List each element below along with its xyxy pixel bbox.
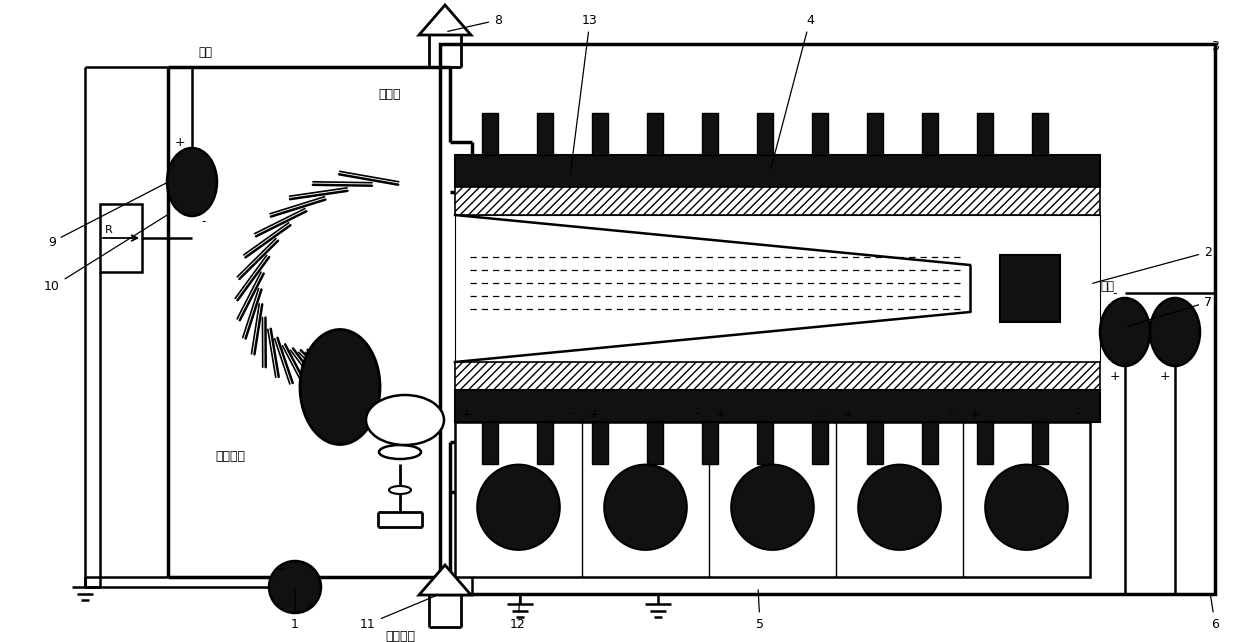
Bar — [812, 422, 828, 464]
Bar — [440, 44, 1215, 594]
Ellipse shape — [269, 561, 321, 613]
Polygon shape — [419, 565, 471, 595]
Ellipse shape — [986, 465, 1068, 550]
Bar — [455, 390, 1100, 422]
Bar — [923, 422, 937, 464]
Text: 11: 11 — [360, 595, 438, 630]
Text: +: + — [461, 408, 472, 421]
Bar — [537, 113, 553, 155]
Bar — [812, 113, 828, 155]
Text: R: R — [105, 225, 113, 235]
Text: +: + — [715, 408, 727, 421]
Text: -: - — [822, 408, 826, 421]
Text: 7: 7 — [1127, 295, 1211, 326]
Text: 6: 6 — [1210, 594, 1219, 630]
Text: 4: 4 — [771, 13, 813, 169]
Text: 水冷: 水冷 — [1100, 281, 1114, 293]
Bar — [1032, 113, 1048, 155]
Text: -: - — [568, 408, 572, 421]
Text: +: + — [175, 135, 185, 148]
Text: 13: 13 — [570, 13, 598, 174]
Text: 5: 5 — [756, 590, 764, 630]
Bar — [482, 422, 498, 464]
Bar — [867, 113, 883, 155]
Bar — [100, 204, 143, 272]
Text: 12: 12 — [510, 597, 526, 630]
Bar — [867, 422, 883, 464]
Polygon shape — [419, 5, 471, 35]
Text: +: + — [275, 562, 286, 575]
Bar — [999, 255, 1060, 322]
Ellipse shape — [1100, 298, 1149, 366]
Text: 反应气体: 反应气体 — [384, 630, 415, 642]
Text: -: - — [694, 408, 699, 421]
Bar — [1032, 422, 1048, 464]
Ellipse shape — [732, 465, 813, 550]
Bar — [647, 422, 663, 464]
Bar — [455, 362, 1100, 390]
Text: 1: 1 — [291, 590, 299, 630]
Bar — [923, 113, 937, 155]
Text: +: + — [589, 408, 599, 421]
Bar — [455, 187, 1100, 215]
Bar — [756, 113, 773, 155]
Ellipse shape — [167, 148, 217, 216]
Bar — [977, 113, 993, 155]
Text: 9: 9 — [48, 181, 170, 248]
Bar — [702, 422, 718, 464]
Bar — [591, 113, 608, 155]
Bar — [455, 155, 1100, 187]
Text: 抛真空: 抛真空 — [378, 89, 402, 101]
Text: -: - — [949, 408, 954, 421]
Bar — [537, 422, 553, 464]
Text: 10: 10 — [45, 214, 170, 293]
Bar — [702, 113, 718, 155]
Text: +: + — [843, 408, 853, 421]
Text: 2: 2 — [1092, 245, 1211, 283]
Text: +: + — [970, 408, 981, 421]
Bar — [756, 422, 773, 464]
Ellipse shape — [300, 329, 379, 444]
Text: 8: 8 — [448, 13, 502, 31]
Bar — [482, 113, 498, 155]
Text: +: + — [1110, 370, 1120, 383]
Bar — [455, 422, 1090, 577]
Text: 基体工件: 基体工件 — [215, 451, 246, 464]
Ellipse shape — [604, 465, 687, 550]
Ellipse shape — [379, 445, 422, 459]
Text: -: - — [1163, 288, 1167, 300]
Bar — [647, 113, 663, 155]
Text: +: + — [1159, 370, 1171, 383]
Bar — [455, 215, 1100, 362]
Text: -: - — [202, 216, 206, 229]
Ellipse shape — [1149, 298, 1200, 366]
Text: 3: 3 — [1211, 40, 1219, 53]
Text: 水冷: 水冷 — [198, 46, 212, 58]
Ellipse shape — [389, 486, 410, 494]
Text: -: - — [1112, 288, 1117, 300]
Ellipse shape — [477, 465, 559, 550]
Text: -: - — [1076, 408, 1080, 421]
Ellipse shape — [366, 395, 444, 445]
Ellipse shape — [858, 465, 941, 550]
Bar — [977, 422, 993, 464]
Bar — [591, 422, 608, 464]
Text: -: - — [306, 598, 311, 611]
